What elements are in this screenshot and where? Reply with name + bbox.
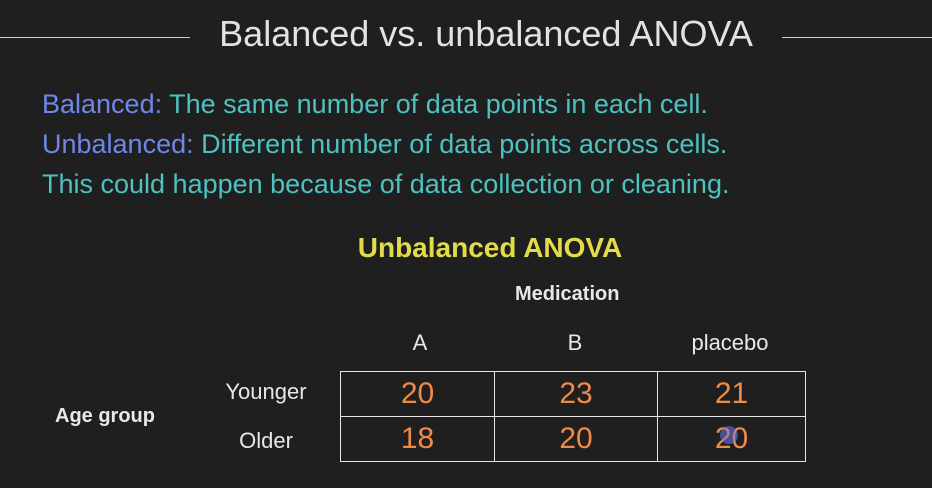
- definition-note: This could happen because of data collec…: [42, 164, 922, 204]
- cell-younger-placebo: 21: [657, 371, 806, 417]
- title-rule-right: [782, 37, 932, 38]
- cell-younger-b: 23: [494, 371, 658, 417]
- cell-older-a: 18: [340, 416, 495, 462]
- definitions: Balanced: The same number of data points…: [42, 84, 922, 204]
- term-balanced: Balanced:: [42, 89, 163, 119]
- column-factor-label: Medication: [515, 283, 620, 305]
- row-factor-label: Age group: [55, 405, 155, 427]
- definition-note-text: This could happen because of data collec…: [42, 169, 730, 199]
- slide-title: Balanced vs. unbalanced ANOVA: [219, 13, 753, 54]
- data-table: 20 23 21 18 20 20: [340, 371, 806, 462]
- definition-balanced-text: The same number of data points in each c…: [162, 89, 708, 119]
- table-row: 20 23 21: [340, 371, 806, 417]
- title-rule-left: [0, 37, 190, 38]
- definition-balanced: Balanced: The same number of data points…: [42, 84, 922, 124]
- definition-unbalanced-text: Different number of data points across c…: [193, 129, 728, 159]
- term-unbalanced: Unbalanced:: [42, 129, 194, 159]
- column-header-b: B: [567, 330, 583, 355]
- column-header-a: A: [412, 330, 428, 355]
- cell-older-b: 20: [494, 416, 658, 462]
- cell-younger-a: 20: [340, 371, 495, 417]
- table-title: Unbalanced ANOVA: [357, 232, 623, 263]
- row-header-older: Older: [239, 428, 293, 453]
- pointer-cursor-icon: [720, 426, 738, 444]
- title-row: Balanced vs. unbalanced ANOVA: [0, 8, 932, 60]
- column-header-placebo: placebo: [691, 330, 769, 355]
- definition-unbalanced: Unbalanced: Different number of data poi…: [42, 124, 922, 164]
- row-header-younger: Younger: [225, 379, 307, 404]
